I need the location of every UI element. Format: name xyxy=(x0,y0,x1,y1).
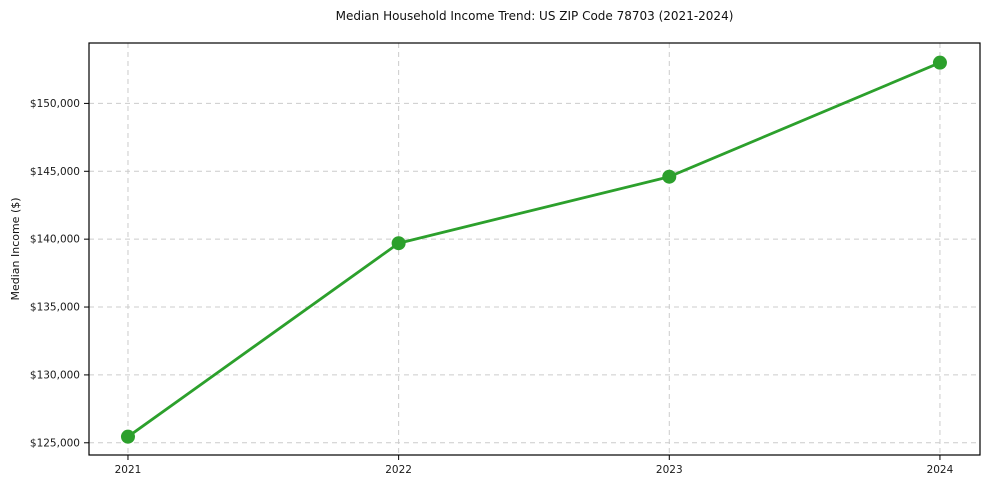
income-trend-line xyxy=(126,61,942,439)
x-tick-label: 2022 xyxy=(385,464,412,476)
y-tick-label: $145,000 xyxy=(30,166,80,178)
chart-title: Median Household Income Trend: US ZIP Co… xyxy=(335,9,734,23)
data-point xyxy=(662,169,677,184)
y-tick-label: $140,000 xyxy=(30,234,80,246)
y-tick-label: $150,000 xyxy=(30,98,80,110)
x-tick-label: 2024 xyxy=(927,464,954,476)
x-tick-label: 2023 xyxy=(656,464,683,476)
y-tick-label: $125,000 xyxy=(30,437,80,449)
plot-spines xyxy=(88,42,981,456)
x-tick-label: 2021 xyxy=(115,464,142,476)
data-point xyxy=(391,236,406,251)
y-tick-label: $130,000 xyxy=(30,369,80,381)
data-point xyxy=(120,429,135,444)
y-tick-label: $135,000 xyxy=(30,302,80,314)
data-point xyxy=(932,55,947,70)
